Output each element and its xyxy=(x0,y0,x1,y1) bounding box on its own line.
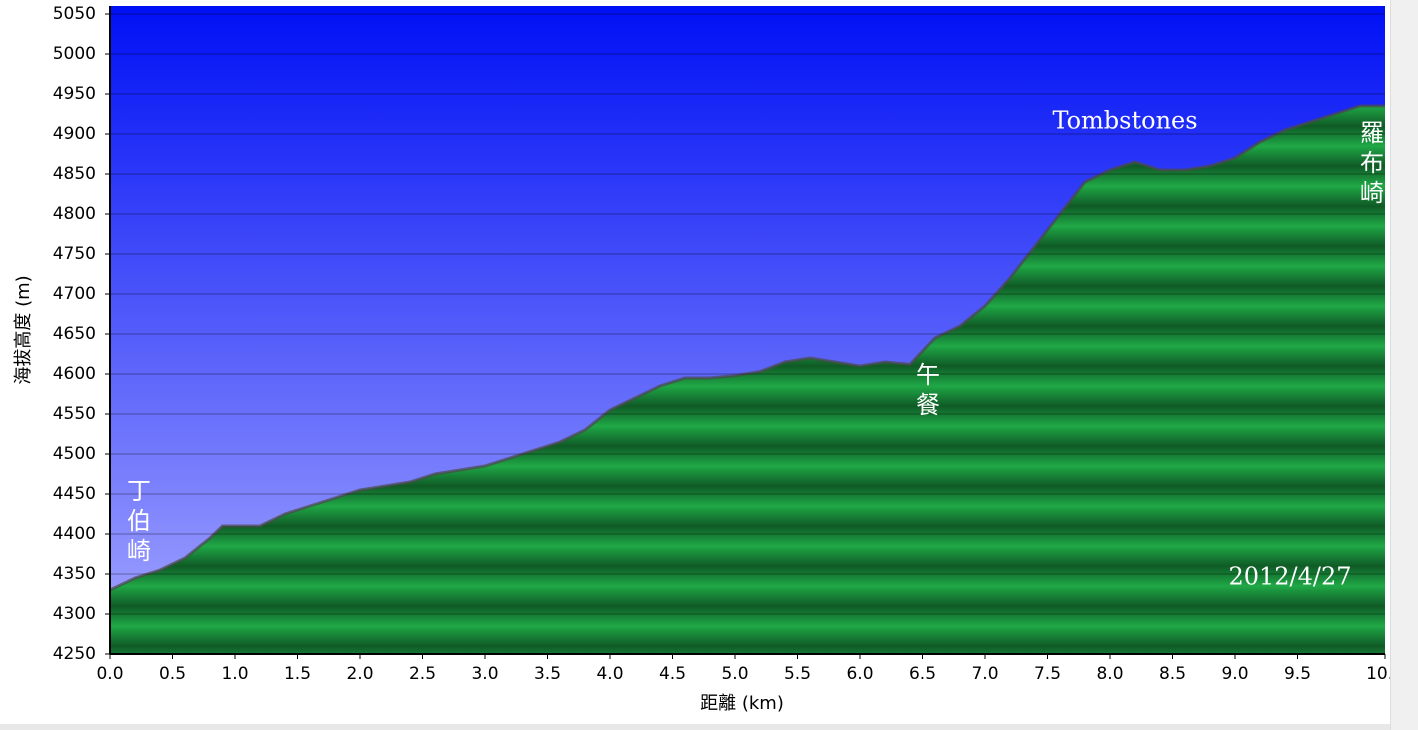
y-tick-label: 4550 xyxy=(53,404,96,424)
x-tick-label: 9.5 xyxy=(1284,664,1311,684)
x-tick-label: 3.0 xyxy=(471,664,498,684)
x-tick-label: 4.0 xyxy=(596,664,623,684)
y-tick-label: 4950 xyxy=(53,84,96,104)
window-edge xyxy=(0,724,1390,730)
y-tick-label: 4900 xyxy=(53,124,96,144)
annotation: Tombstones xyxy=(1052,107,1197,135)
y-tick-label: 5050 xyxy=(53,4,96,24)
y-axis-label: 海拔高度 (m) xyxy=(13,275,34,384)
x-tick-label: 6.0 xyxy=(846,664,873,684)
x-tick-label: 3.5 xyxy=(534,664,561,684)
chart: 海拔高度 (m) 距離 (km) 4250 4300 4350 4400 4450 450… xyxy=(13,4,1390,714)
y-tick-label: 4300 xyxy=(53,604,96,624)
x-tick-label: 9.0 xyxy=(1221,664,1248,684)
x-tick-label: 5.0 xyxy=(721,664,748,684)
x-tick-label: 1.5 xyxy=(284,664,311,684)
y-tick-label: 4400 xyxy=(53,524,96,544)
y-tick-label: 4850 xyxy=(53,164,96,184)
area xyxy=(110,106,1385,654)
x-tick-label: 7.5 xyxy=(1034,664,1061,684)
annotation: 羅布崎 xyxy=(1356,120,1384,210)
annotation: 2012/4/27 xyxy=(1228,563,1351,591)
x-tick-label: 8.0 xyxy=(1096,664,1123,684)
x-tick-label: 0.5 xyxy=(159,664,186,684)
annotation: 丁伯崎 xyxy=(123,478,151,568)
x-tick-label: 4.5 xyxy=(659,664,686,684)
y-tick-label: 4650 xyxy=(53,324,96,344)
x-tick-label: 5.5 xyxy=(784,664,811,684)
y-tick-label: 5000 xyxy=(53,44,96,64)
x-tick-label: 2.0 xyxy=(346,664,373,684)
x-tick-label: 1.0 xyxy=(221,664,248,684)
y-tick-label: 4750 xyxy=(53,244,96,264)
y-tick-label: 4350 xyxy=(53,564,96,584)
x-tick-label: 10.2 xyxy=(1366,664,1390,684)
y-tick-label: 4450 xyxy=(53,484,96,504)
x-tick-label: 7.0 xyxy=(971,664,998,684)
scrollbar xyxy=(1390,0,1418,730)
y-tick-label: 4500 xyxy=(53,444,96,464)
x-tick-label: 0.0 xyxy=(96,664,123,684)
x-tick-label: 8.5 xyxy=(1159,664,1186,684)
annotation: 午餐 xyxy=(912,362,940,422)
y-tick-label: 4800 xyxy=(53,204,96,224)
x-tick-label: 6.5 xyxy=(909,664,936,684)
x-tick-label: 2.5 xyxy=(409,664,436,684)
x-axis-label: 距離 (km) xyxy=(700,693,784,714)
y-tick-label: 4700 xyxy=(53,284,96,304)
y-tick-label: 4250 xyxy=(53,644,96,664)
y-tick-label: 4600 xyxy=(53,364,96,384)
area-edge xyxy=(109,104,1385,592)
